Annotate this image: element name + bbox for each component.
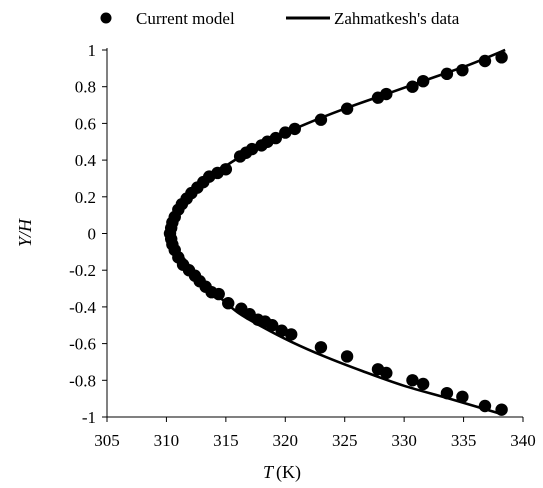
current-model-point: [478, 399, 492, 413]
y-tick-label: 0.8: [75, 78, 96, 97]
current-model-point: [340, 102, 354, 115]
current-model-point: [279, 126, 292, 139]
y-tick-label: -0.4: [69, 298, 96, 317]
current-model-point: [269, 131, 282, 145]
x-axis-title-unit: (K): [276, 462, 301, 483]
current-model-point: [456, 390, 469, 404]
current-model-point: [219, 163, 233, 176]
current-model-point: [380, 366, 393, 380]
legend-label-zahmatkesh: Zahmatkesh's data: [334, 9, 460, 28]
x-ticks: 305 310 315 320 325 330 335 340: [94, 417, 536, 450]
y-tick-label: -0.6: [69, 335, 96, 354]
current-model-point: [406, 374, 419, 387]
current-model-point: [495, 403, 508, 416]
current-model-point: [416, 74, 430, 88]
x-tick-label: 320: [273, 431, 299, 450]
current-model-point: [478, 54, 492, 68]
current-model-point: [212, 287, 225, 301]
current-model-point: [495, 51, 508, 64]
legend-label-current-model: Current model: [136, 9, 235, 28]
current-model-point: [285, 328, 298, 341]
x-axis-title-symbol: T: [263, 462, 275, 482]
y-tick-label: -0.8: [69, 371, 96, 390]
x-tick-label: 305: [94, 431, 120, 450]
current-model-point: [222, 297, 235, 310]
y-tick-label: 0.6: [75, 114, 96, 133]
x-axis-title: T (K): [263, 462, 301, 483]
x-tick-label: 310: [154, 431, 180, 450]
y-axis-title-text: Y/H: [15, 218, 35, 247]
current-model-point: [406, 80, 419, 93]
current-model-point: [245, 142, 259, 156]
x-tick-label: 330: [391, 431, 417, 450]
x-tick-label: 335: [451, 431, 477, 450]
legend: Current model Zahmatkesh's data: [100, 9, 460, 28]
y-tick-label: 0.2: [75, 188, 96, 207]
y-tick-label: 1: [88, 41, 97, 60]
y-tick-label: -0.2: [69, 261, 96, 280]
y-tick-label: 0: [88, 225, 97, 244]
current-model-point: [275, 324, 288, 337]
y-axis-title: Y/H: [15, 218, 35, 247]
series-current-model: [163, 51, 508, 416]
current-model-point: [314, 113, 328, 126]
current-model-point: [416, 377, 430, 391]
x-tick-label: 325: [332, 431, 358, 450]
current-model-point: [440, 386, 454, 400]
x-tick-label: 340: [510, 431, 536, 450]
current-model-point: [288, 122, 301, 136]
axes: [106, 48, 523, 418]
series-zahmatkesh: [168, 48, 506, 415]
x-tick-label: 315: [213, 431, 239, 450]
legend-marker-current-model: [100, 12, 112, 24]
current-model-point: [340, 350, 354, 363]
current-model-point: [440, 67, 454, 81]
current-model-point: [380, 87, 393, 101]
zahmatkesh-curve: [168, 48, 506, 415]
y-tick-label: -1: [82, 408, 96, 427]
y-tick-label: 0.4: [75, 151, 97, 170]
current-model-point: [266, 319, 279, 332]
current-model-point: [314, 341, 328, 354]
y-ticks: 1 0.8 0.6 0.4 0.2 0 -0.2 -0.4 -0.6 -0.8 -1: [69, 41, 107, 427]
current-model-point: [456, 63, 469, 77]
